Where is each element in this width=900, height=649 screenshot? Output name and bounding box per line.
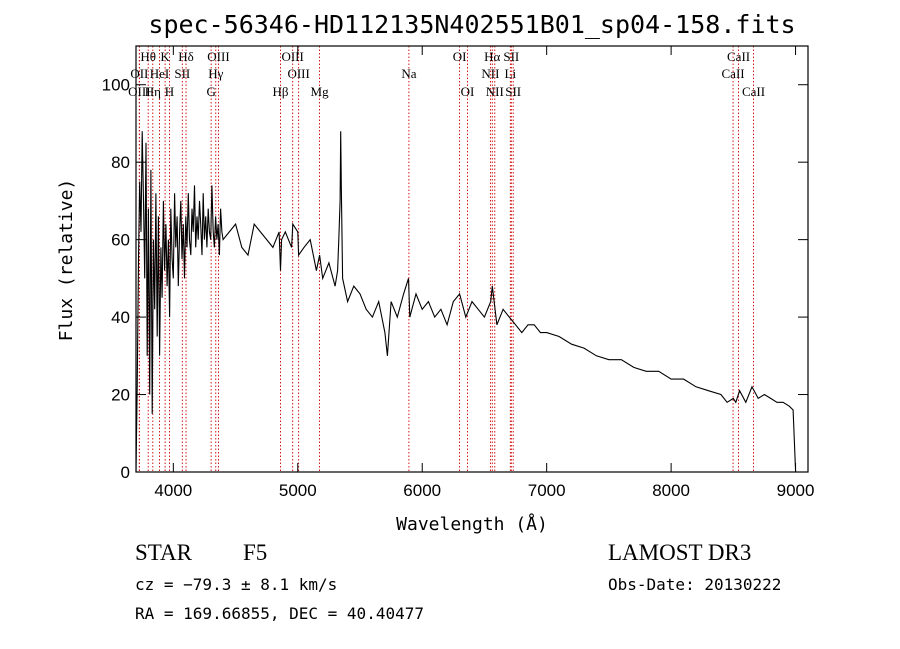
marker-label-27: CaII — [742, 84, 765, 99]
marker-label-9: OIII — [207, 49, 229, 64]
marker-label-2: OIII — [128, 84, 150, 99]
marker-label-5: K — [160, 49, 170, 64]
plot-frame — [135, 45, 809, 473]
marker-label-10: Hγ — [208, 66, 223, 81]
survey-name: LAMOST DR3 — [608, 540, 751, 565]
y-tick-label-3: 60 — [111, 231, 130, 250]
x-tick-label-4: 8000 — [652, 481, 690, 500]
marker-label-23: NII — [486, 84, 504, 99]
spectrum-series-line — [135, 131, 797, 473]
coordinates-text: RA = 169.66855, DEC = 40.40477 — [135, 604, 424, 623]
marker-label-4: HeI — [150, 66, 170, 81]
spectral-subclass: F5 — [243, 540, 267, 565]
marker-label-12: OIII — [281, 49, 303, 64]
marker-label-0: Hθ — [140, 49, 156, 64]
x-tick-label-5: 9000 — [777, 481, 815, 500]
x-tick-label-1: 5000 — [279, 481, 317, 500]
y-tick-label-5: 100 — [102, 76, 130, 95]
y-tick-label-1: 20 — [111, 386, 130, 405]
line-markers — [138, 46, 754, 472]
marker-label-3: Hη — [145, 84, 161, 99]
x-tick-label-2: 6000 — [403, 481, 441, 500]
y-axis-label: Flux (relative) — [56, 179, 77, 342]
marker-label-21: NII — [481, 66, 499, 81]
marker-label-19: Hα — [484, 49, 500, 64]
y-tick-label-2: 40 — [111, 308, 130, 327]
marker-label-13: OIII — [287, 66, 309, 81]
marker-label-11: G — [206, 84, 215, 99]
marker-label-7: H — [165, 84, 174, 99]
y-tick-label-4: 80 — [111, 153, 130, 172]
marker-label-22: Li — [505, 66, 517, 81]
marker-label-6: SII — [174, 66, 190, 81]
marker-label-15: Mg — [311, 84, 330, 99]
y-axis-ticks: 0 20 40 60 80 100 — [102, 76, 808, 482]
marker-label-14: Hβ — [272, 84, 288, 99]
marker-label-26: CaII — [722, 66, 745, 81]
marker-label-1: OII — [130, 66, 148, 81]
x-axis-ticks: 4000 5000 6000 7000 8000 9000 — [154, 46, 814, 500]
redshift-text: cz = −79.3 ± 8.1 km/s — [135, 575, 337, 594]
chart-title: spec-56346-HD112135N402551B01_sp04-158.f… — [148, 10, 795, 39]
marker-label-16: Na — [401, 66, 416, 81]
marker-label-20: SII — [503, 49, 519, 64]
obs-date-text: Obs-Date: 20130222 — [608, 575, 781, 594]
x-axis-label: Wavelength (Å) — [396, 513, 548, 535]
marker-label-24: SII — [505, 84, 521, 99]
marker-label-17: OI — [453, 49, 467, 64]
object-class: STAR — [135, 540, 193, 565]
x-tick-label-3: 7000 — [528, 481, 566, 500]
y-tick-label-0: 0 — [121, 463, 130, 482]
marker-label-8: Hδ — [178, 49, 194, 64]
marker-label-25: CaII — [727, 49, 750, 64]
marker-label-18: OI — [461, 84, 475, 99]
x-tick-label-0: 4000 — [154, 481, 192, 500]
